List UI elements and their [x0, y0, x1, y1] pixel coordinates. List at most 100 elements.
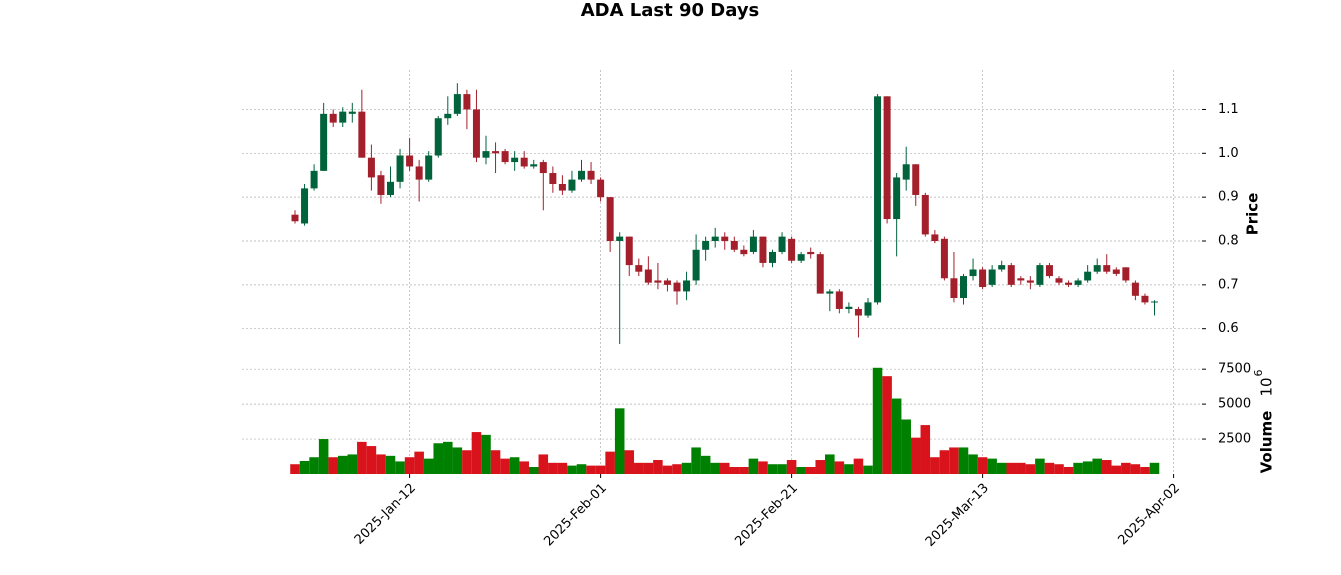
- volume-bar: [1092, 458, 1102, 474]
- candle-body: [1055, 278, 1063, 283]
- candle-body: [587, 170, 595, 180]
- volume-bar: [1073, 462, 1083, 474]
- candle-body: [769, 251, 776, 263]
- y2-tick-label: 7500: [1218, 362, 1251, 377]
- candle-body: [950, 278, 958, 298]
- volume-bar: [309, 457, 319, 474]
- volume-bar: [996, 462, 1007, 474]
- candle-body: [692, 249, 700, 281]
- y2-scale-exponent: 6: [1252, 370, 1265, 377]
- volume-bar: [1044, 462, 1055, 474]
- y2-axis-label: Volume: [1258, 411, 1276, 474]
- volume-bar: [1006, 462, 1017, 474]
- volume-bar: [758, 461, 768, 474]
- volume-bar: [376, 454, 386, 474]
- candle-body: [1131, 282, 1139, 296]
- candle-body: [940, 238, 948, 279]
- volume-bar: [748, 458, 759, 474]
- candle-body: [759, 236, 767, 263]
- volume-bar: [853, 458, 864, 474]
- candle-body: [597, 179, 605, 198]
- volume-bar: [357, 441, 367, 474]
- candle-body: [463, 94, 471, 110]
- candle-body: [472, 109, 480, 158]
- volume-bar: [949, 447, 959, 474]
- volume-bar: [567, 465, 577, 474]
- candle-body: [444, 113, 452, 119]
- candle-body: [358, 111, 366, 158]
- volume-bar: [796, 467, 806, 474]
- volume-bar: [614, 408, 625, 474]
- candle-body: [864, 302, 872, 316]
- candle-body: [301, 188, 309, 224]
- candle-body: [406, 155, 414, 167]
- volume-bar: [557, 462, 568, 474]
- candle-body: [415, 166, 423, 180]
- y-tick-label: 0.9: [1218, 190, 1239, 205]
- candle-body: [530, 164, 538, 167]
- candle-body: [797, 254, 805, 261]
- x-tick-label: 2025-Jan-12: [352, 481, 419, 548]
- candle-body: [606, 197, 614, 241]
- volume-bar: [910, 437, 921, 474]
- y-tick-label: 0.6: [1218, 321, 1239, 336]
- volume-bar: [528, 467, 539, 474]
- candle-body: [740, 249, 748, 255]
- volume-bar: [595, 465, 606, 474]
- volume-bar: [968, 454, 978, 474]
- candle-body: [396, 155, 404, 182]
- volume-bar: [423, 458, 434, 474]
- volume-bar: [786, 460, 797, 474]
- volume-bar: [347, 454, 358, 474]
- candle-body: [310, 170, 318, 189]
- candle-body: [320, 113, 328, 171]
- candle-body: [721, 236, 729, 241]
- candle-body: [778, 236, 786, 252]
- volume-bar: [939, 450, 950, 474]
- volume-bar: [977, 457, 988, 474]
- volume-bar: [318, 439, 329, 474]
- x-tick-label: 2025-Feb-01: [541, 481, 610, 550]
- y-tick-label: 0.7: [1218, 277, 1239, 292]
- candle-body: [1122, 267, 1130, 281]
- candle-body: [883, 96, 891, 220]
- volume-bar: [509, 457, 520, 474]
- volume-bar: [1035, 458, 1045, 474]
- y2-tick-label: 5000: [1218, 397, 1251, 412]
- volume-bar: [901, 419, 911, 474]
- candle-body: [788, 238, 796, 261]
- candle-body: [960, 276, 967, 298]
- candle-body: [874, 96, 882, 303]
- volume-bar: [452, 447, 463, 474]
- volume-bar: [404, 457, 415, 474]
- volume-bar: [414, 451, 424, 474]
- volume-bar: [366, 446, 377, 474]
- volume-bar: [586, 465, 596, 474]
- candle-body: [807, 251, 815, 255]
- candle-body: [1017, 278, 1025, 281]
- volume-bar: [385, 455, 396, 474]
- candle-body: [931, 234, 939, 241]
- volume-bar: [490, 450, 501, 474]
- volume-bar: [1121, 462, 1131, 474]
- x-tick-label: 2025-Feb-21: [732, 481, 801, 550]
- candle-body: [387, 181, 394, 195]
- candle-body: [912, 164, 920, 195]
- candle-body: [988, 269, 996, 285]
- candle-body: [1065, 282, 1073, 285]
- volume-bar: [471, 432, 482, 474]
- candle-body: [425, 155, 433, 180]
- candle-body: [339, 111, 347, 123]
- volume-bar: [815, 460, 826, 474]
- y-tick-label: 1.0: [1218, 146, 1239, 161]
- candle-body: [921, 194, 929, 235]
- volume-bar: [433, 443, 444, 474]
- volume-bar: [576, 464, 587, 474]
- volume-bar: [1082, 461, 1093, 474]
- volume-bar: [777, 464, 787, 474]
- volume-bar: [1063, 467, 1074, 474]
- volume-bar: [672, 464, 682, 474]
- candle-body: [291, 214, 299, 222]
- volume-bar: [481, 434, 491, 474]
